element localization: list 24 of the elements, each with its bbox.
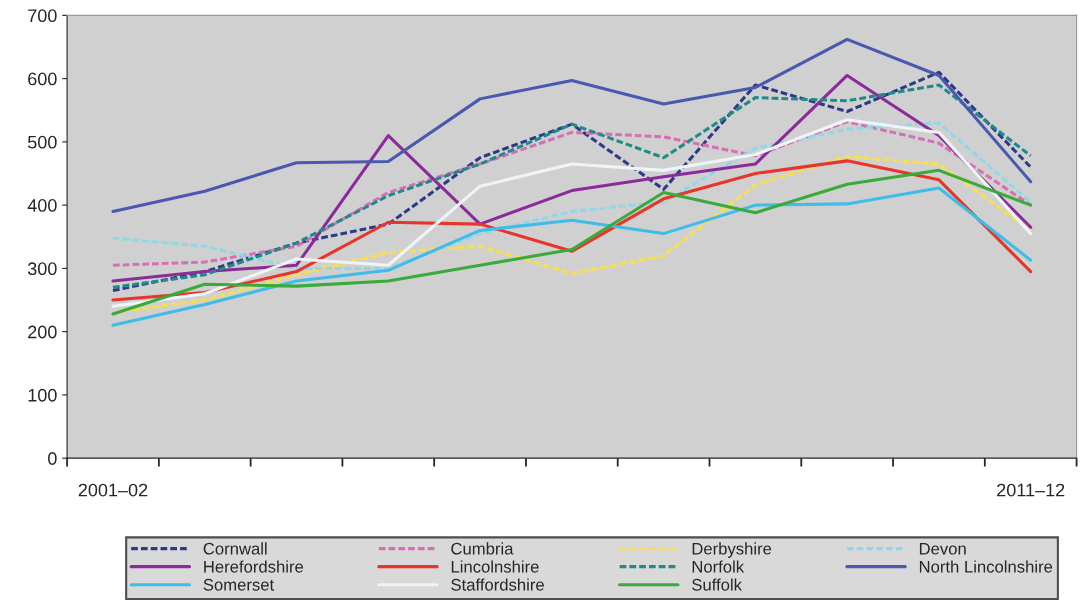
y-tick-label: 400 (27, 199, 57, 212)
legend-label: Devon (919, 542, 966, 555)
y-tick-label: 0 (48, 452, 57, 465)
x-tick-label: 2011–12 (997, 483, 1065, 497)
x-tick-label: 2001–02 (78, 483, 148, 497)
legend-label: Staffordshire (451, 578, 544, 591)
y-tick-label: 100 (28, 388, 57, 402)
y-tick-label: 600 (28, 72, 57, 86)
legend-label: Cornwall (203, 542, 267, 555)
line-series (111, 186, 1033, 327)
legend-label: Lincolnshire (451, 560, 539, 573)
y-tick-label: 300 (27, 262, 57, 276)
y-tick-label: 200 (28, 325, 57, 339)
legend-label: Cumbria (451, 542, 514, 555)
legend-label: North Lincolnshire (919, 560, 1053, 573)
legend-label: Derbyshire (692, 542, 772, 558)
legend-label: Herefordshire (204, 560, 304, 573)
line-series (111, 37, 1033, 213)
legend-label: Somerset (203, 578, 275, 591)
y-tick-label: 500 (27, 135, 57, 149)
y-tick-label: 700 (28, 9, 57, 23)
legend-label: Suffolk (692, 578, 743, 591)
line-series (111, 118, 1033, 308)
legend-label: Norfolk (692, 560, 745, 573)
